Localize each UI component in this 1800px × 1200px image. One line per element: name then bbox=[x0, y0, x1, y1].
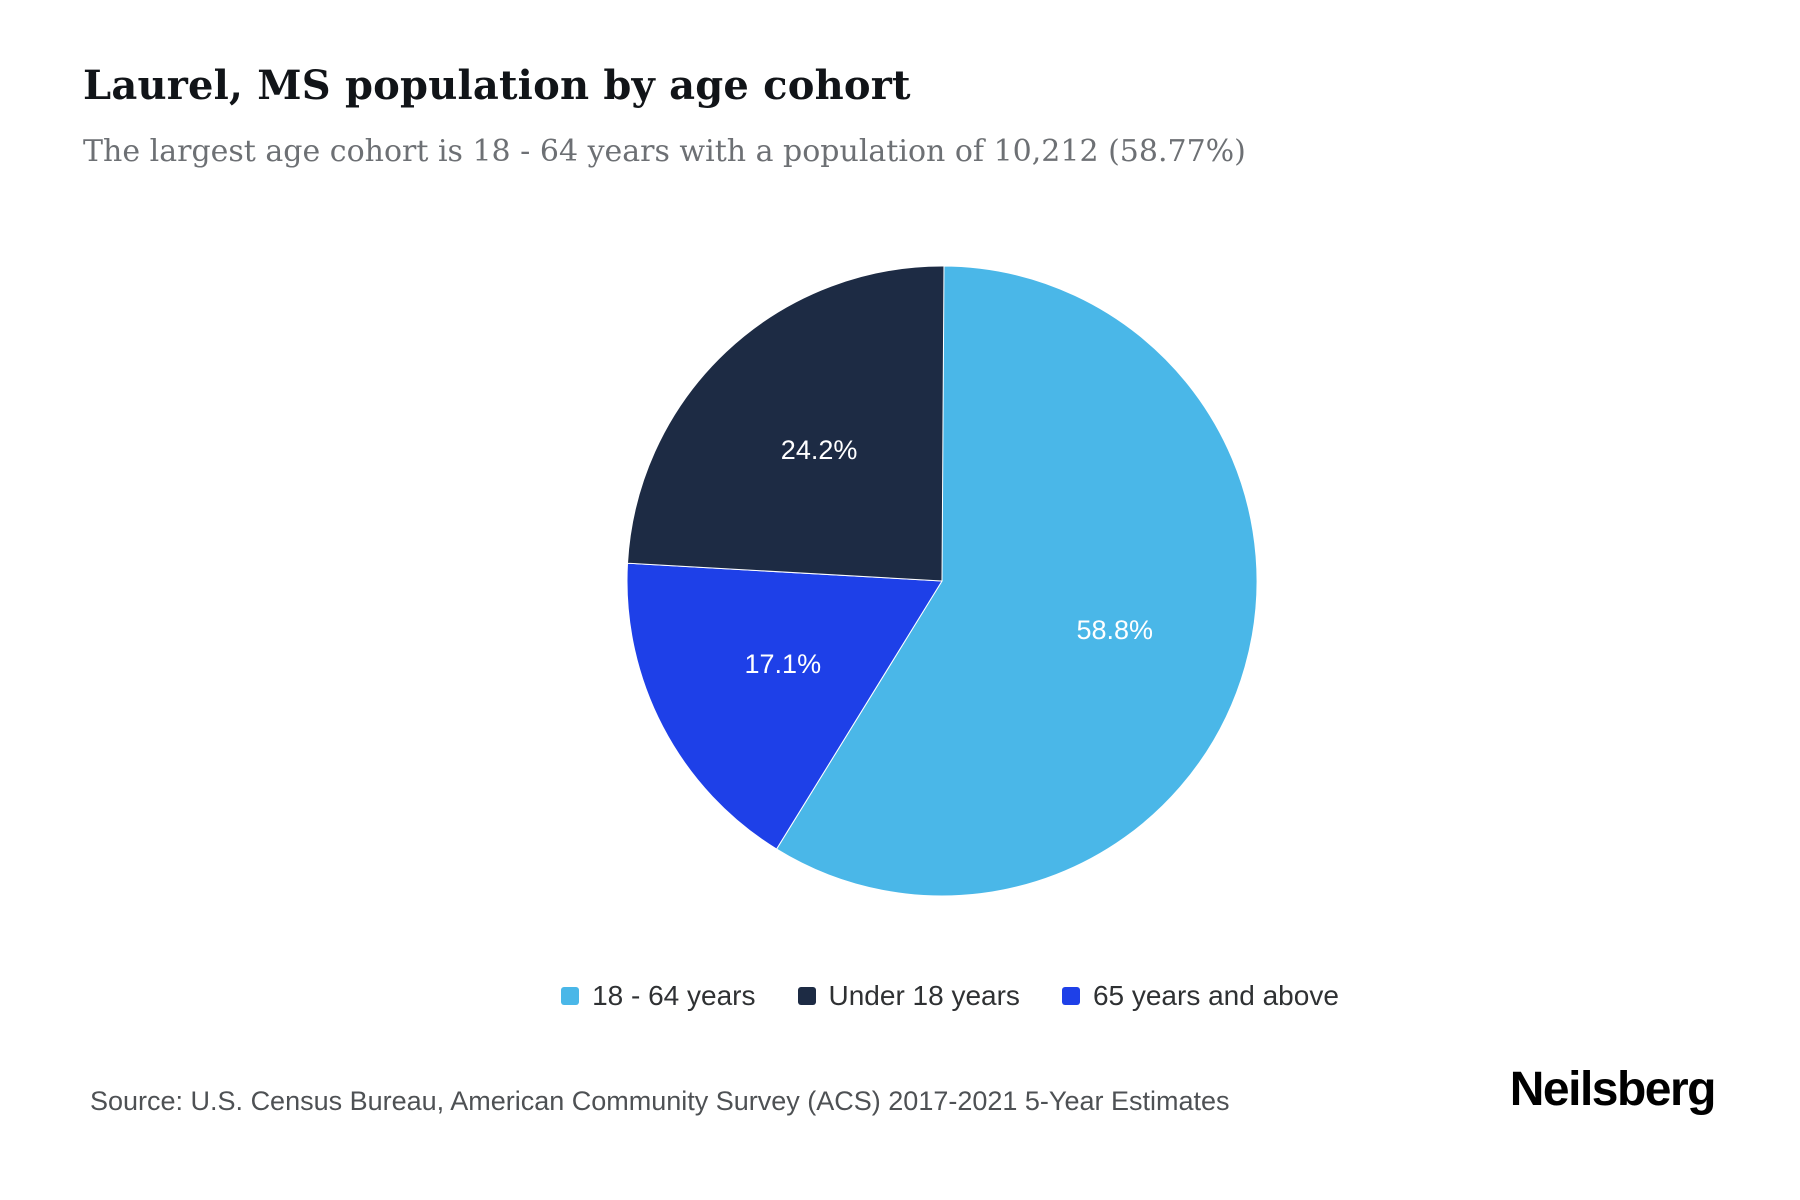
pie-slice-1[interactable] bbox=[626, 265, 945, 582]
legend-item-2[interactable]: 65 years and above bbox=[1061, 980, 1339, 1012]
neilsberg-logo: Neilsberg bbox=[1509, 1063, 1717, 1116]
pie-slice-0[interactable] bbox=[775, 265, 1258, 897]
page-subtitle: The largest age cohort is 18 - 64 years … bbox=[83, 134, 1246, 169]
pie-chart-area: 58.8% 17.1% 24.2% bbox=[624, 263, 1260, 899]
chart-legend: 18 - 64 years Under 18 years 65 years and … bbox=[100, 980, 1800, 1012]
pie-slice-label-1: 24.2% bbox=[781, 435, 858, 465]
legend-item-label: 18 - 64 years bbox=[592, 980, 756, 1011]
legend-item-1[interactable]: Under 18 years bbox=[797, 980, 1020, 1012]
pie-slice-2[interactable] bbox=[626, 562, 943, 850]
pie-slice-label-2: 17.1% bbox=[745, 649, 822, 679]
legend-swatch-icon bbox=[1061, 987, 1080, 1005]
pie-chart-svg: 58.8% 17.1% 24.2% bbox=[626, 265, 1258, 897]
pie-slice-label-0: 58.8% bbox=[1076, 615, 1153, 645]
legend-item-label: Under 18 years bbox=[828, 980, 1020, 1011]
legend-swatch-icon bbox=[797, 987, 816, 1005]
legend-swatch-icon bbox=[561, 987, 580, 1005]
legend-item-0[interactable]: 18 - 64 years bbox=[561, 980, 756, 1012]
source-attribution: Source: U.S. Census Bureau, American Com… bbox=[90, 1086, 1230, 1116]
page-title: Laurel, MS population by age cohort bbox=[83, 62, 911, 109]
legend-item-label: 65 years and above bbox=[1092, 980, 1339, 1011]
